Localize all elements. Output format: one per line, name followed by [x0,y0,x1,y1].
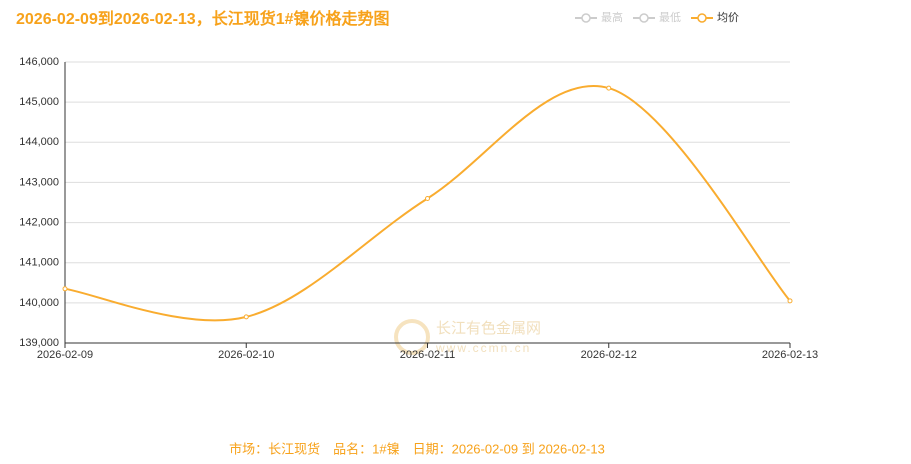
point [425,195,430,201]
y-tick-label: 143,000 [19,176,59,188]
chart-title: 2026-02-09到2026-02-13，长江现货1#镍价格走势图 [16,9,390,28]
y-tick-label: 142,000 [19,216,59,228]
watermark-url: www.ccmn.cn [435,341,531,355]
x-tick-label: 2026-02-10 [218,349,274,361]
legend-label: 最高 [601,10,623,24]
y-tick-label: 146,000 [19,56,59,68]
x-tick-label: 2026-02-09 [37,349,93,361]
watermark-text: 长江有色金属网 [436,320,541,337]
legend-item[interactable]: 最低 [633,11,681,24]
legend-marker [581,13,591,23]
y-tick-label: 140,000 [19,297,59,309]
legend-marker [697,13,707,23]
point [606,85,612,91]
y-tick-label: 144,000 [19,136,59,148]
watermark-logo [394,319,430,355]
line-series [64,85,791,322]
watermark: 长江有色金属网 www.ccmn.cn [394,319,541,355]
point [243,314,249,320]
legend-item[interactable]: 最高 [575,10,623,24]
y-tick-label: 139,000 [19,337,59,349]
x-tick-label: 2026-02-11 [400,349,455,361]
point [787,298,793,304]
y-tick-label: 145,000 [19,96,59,108]
legend-item[interactable]: 均价 [691,11,739,24]
legend-marker [639,13,649,23]
x-tick-label: 2026-02-13 [762,349,818,361]
footer: 市场：长江现货 品名：1#镍 日期：2026-02-09 到 2026-02-1… [229,441,605,456]
legend-label: 均价 [717,11,739,24]
point [62,286,68,292]
legend-label: 最低 [659,11,681,24]
y-tick-label: 141,000 [19,257,59,269]
x-tick-label: 2026-02-12 [581,349,637,361]
